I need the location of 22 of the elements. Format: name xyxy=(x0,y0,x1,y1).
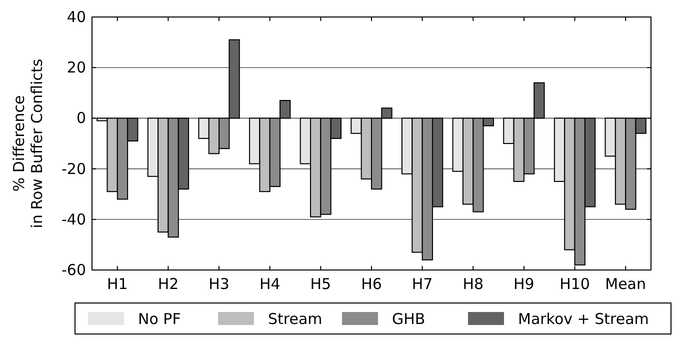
x-tick-label: H5 xyxy=(310,275,332,293)
y-tick-label: -40 xyxy=(62,210,86,228)
x-tick-label: H9 xyxy=(514,275,534,293)
x-tick-label: H10 xyxy=(560,275,590,293)
x-tick-label: H6 xyxy=(361,275,382,293)
x-tick-label: H4 xyxy=(259,275,280,293)
y-axis-title: % Difference in Row Buffer Conflicts xyxy=(10,58,46,228)
x-tick-label: H8 xyxy=(462,275,484,293)
x-tick-label: Mean xyxy=(605,275,646,293)
x-tick-label: H3 xyxy=(208,275,230,293)
y-tick-label: 40 xyxy=(66,8,86,26)
y-tick-label: 20 xyxy=(66,58,86,77)
x-tick-label: H1 xyxy=(106,275,128,293)
x-tick-label: H2 xyxy=(158,275,179,293)
y-tick-label: -60 xyxy=(62,261,86,279)
legend-label: Stream xyxy=(268,310,322,328)
y-tick-label: 0 xyxy=(76,109,86,128)
y-tick-label: -20 xyxy=(62,160,86,178)
legend-label: No PF xyxy=(138,310,181,328)
x-tick-label: H7 xyxy=(412,275,433,293)
legend-label: Markov + Stream xyxy=(518,310,649,328)
legend-label: GHB xyxy=(392,310,426,328)
